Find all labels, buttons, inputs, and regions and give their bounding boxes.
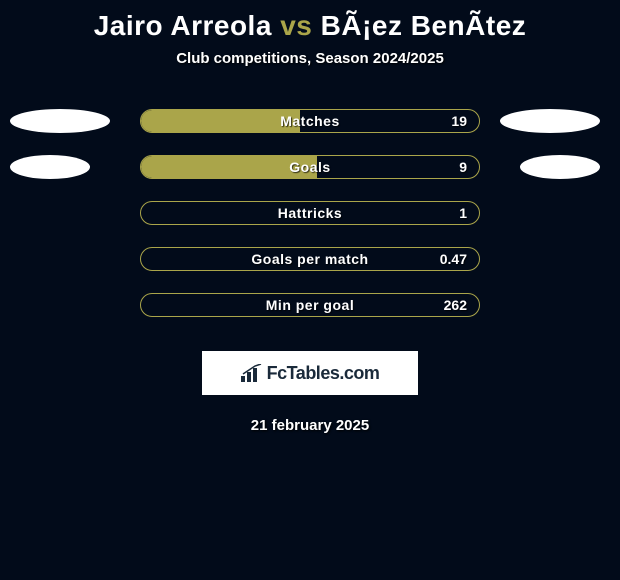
stat-bar: Goals 9 (140, 155, 480, 179)
subtitle: Club competitions, Season 2024/2025 (0, 50, 620, 67)
right-ellipse (520, 155, 600, 179)
stat-value: 0.47 (440, 248, 467, 270)
stat-label: Goals (141, 156, 479, 178)
stat-value: 262 (444, 294, 467, 316)
logo-chart-icon (241, 364, 263, 382)
stat-row: Goals 9 (0, 155, 620, 179)
stat-bar: Min per goal 262 (140, 293, 480, 317)
left-ellipse (10, 155, 90, 179)
right-ellipse (500, 109, 600, 133)
player1-name: Jairo Arreola (94, 10, 272, 41)
comparison-title: Jairo Arreola vs BÃ¡ez BenÃ­tez (0, 0, 620, 42)
stat-label: Hattricks (141, 202, 479, 224)
stat-row: Min per goal 262 (0, 293, 620, 317)
stat-label: Min per goal (141, 294, 479, 316)
stat-row: Goals per match 0.47 (0, 247, 620, 271)
stat-row: Hattricks 1 (0, 201, 620, 225)
player2-name: BÃ¡ez BenÃ­tez (321, 10, 527, 41)
stat-label: Matches (141, 110, 479, 132)
date-text: 21 february 2025 (0, 417, 620, 434)
stat-label: Goals per match (141, 248, 479, 270)
stat-bar: Hattricks 1 (140, 201, 480, 225)
left-ellipse (10, 109, 110, 133)
vs-text: vs (280, 10, 312, 41)
stat-value: 9 (459, 156, 467, 178)
stat-value: 1 (459, 202, 467, 224)
stat-bar: Goals per match 0.47 (140, 247, 480, 271)
stat-rows: Matches 19 Goals 9 Hattricks 1 Goals per… (0, 109, 620, 317)
logo-box: FcTables.com (202, 351, 418, 395)
stat-row: Matches 19 (0, 109, 620, 133)
stat-bar: Matches 19 (140, 109, 480, 133)
stat-value: 19 (451, 110, 467, 132)
logo-text: FcTables.com (267, 363, 380, 384)
